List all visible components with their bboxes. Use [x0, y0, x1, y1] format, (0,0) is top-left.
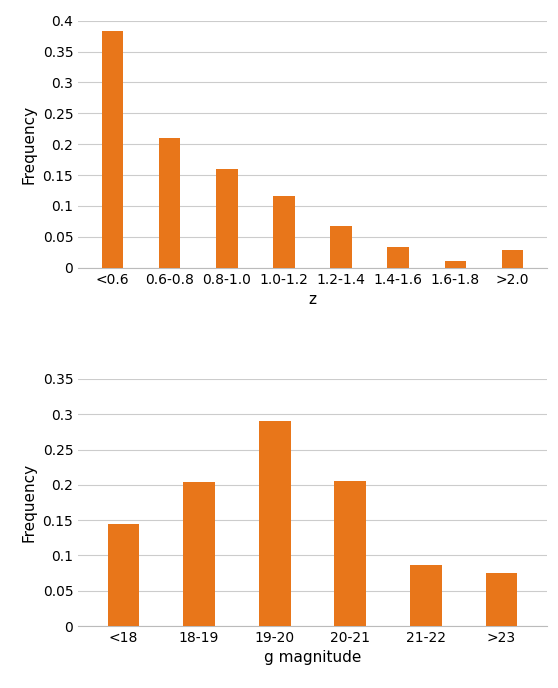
Bar	[502, 250, 523, 268]
Bar	[410, 566, 442, 626]
Bar	[102, 31, 123, 268]
Bar	[334, 481, 366, 626]
X-axis label: g magnitude: g magnitude	[264, 650, 361, 665]
Bar	[108, 524, 140, 626]
Bar	[387, 247, 409, 268]
Bar	[330, 226, 352, 268]
Y-axis label: Frequency: Frequency	[22, 105, 37, 184]
Bar	[445, 261, 466, 268]
Bar	[158, 138, 180, 268]
Bar	[183, 482, 215, 626]
X-axis label: z: z	[309, 292, 316, 307]
Bar	[485, 573, 517, 626]
Bar	[216, 169, 238, 268]
Bar	[259, 421, 291, 626]
Bar	[273, 196, 295, 268]
Y-axis label: Frequency: Frequency	[22, 463, 37, 542]
